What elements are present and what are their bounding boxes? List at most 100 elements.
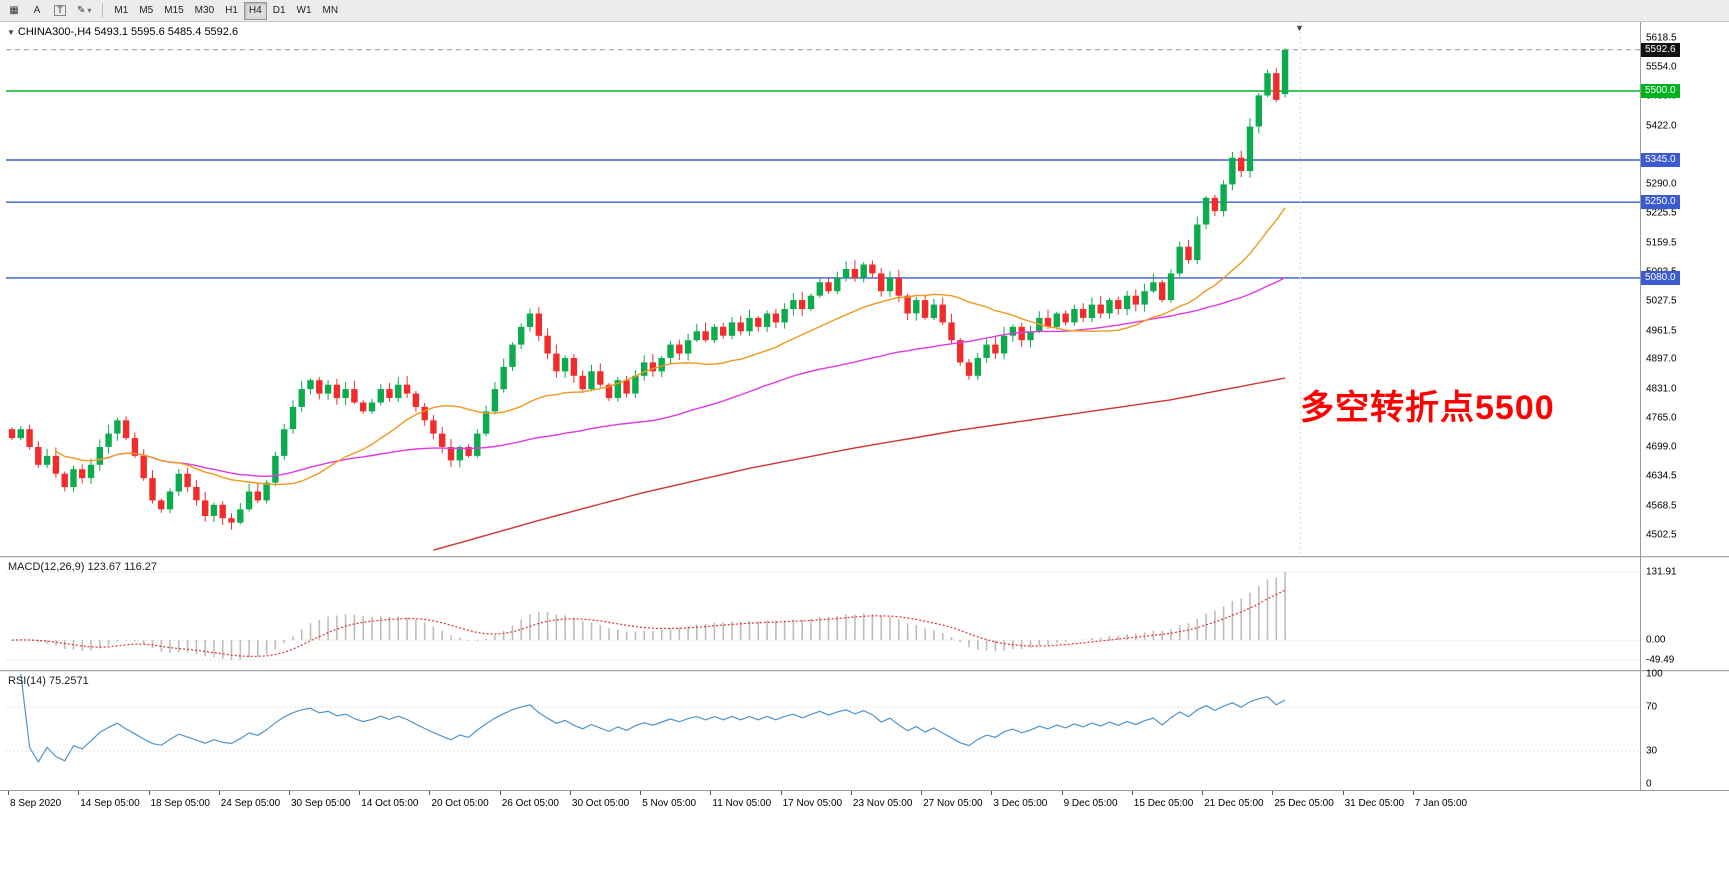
time-axis-tick <box>710 791 712 795</box>
price-marker-5080.0: 5080.0 <box>1641 270 1680 285</box>
time-axis-label: 20 Oct 05:00 <box>431 798 489 809</box>
time-axis-tick <box>359 791 361 795</box>
rsi-chart[interactable] <box>0 672 1640 790</box>
rsi-axis-label: 0 <box>1646 778 1652 790</box>
time-axis-label: 24 Sep 05:00 <box>220 798 281 809</box>
time-axis-tick <box>780 791 782 795</box>
rsi-axis-label: 30 <box>1646 745 1658 757</box>
time-axis-label: 9 Dec 05:00 <box>1063 798 1118 809</box>
rsi-axis-label: 100 <box>1646 668 1663 680</box>
macd-axis-label: 131.91 <box>1646 566 1677 578</box>
time-axis-label: 14 Oct 05:00 <box>361 798 419 809</box>
dropdown-arrow-icon: ▾ <box>87 5 92 15</box>
time-axis-tick <box>1412 791 1414 795</box>
chart-grid-icon[interactable]: ▦ <box>9 4 19 16</box>
time-axis-label: 18 Sep 05:00 <box>150 798 211 809</box>
macd-histogram <box>19 572 1286 660</box>
price-marker-5250.0: 5250.0 <box>1641 195 1680 210</box>
price-axis-label: 5618.5 <box>1646 32 1677 44</box>
price-axis-label: 5027.5 <box>1646 295 1677 307</box>
time-axis-label: 14 Sep 05:00 <box>80 798 140 809</box>
price-axis-label: 4634.5 <box>1646 470 1677 482</box>
timeframe-w1-button[interactable]: W1 <box>296 5 312 16</box>
price-axis-label: 5159.5 <box>1646 237 1677 248</box>
price-axis-label: 4699.0 <box>1646 441 1677 453</box>
price-axis-border <box>1640 22 1641 790</box>
time-axis-label: 23 Nov 05:00 <box>852 798 913 809</box>
chart-title: ▼ CHINA300-,H4 5493.1 5595.6 5485.4 5592.… <box>7 26 238 38</box>
time-axis-tick <box>148 791 150 795</box>
draw-tools-icon[interactable]: ✎ ▾ <box>77 4 92 16</box>
macd-label: MACD(12,26,9) 123.67 116.27 <box>8 561 157 573</box>
time-axis: 8 Sep 2020 14 Sep 05:00 18 Sep 05:00 24 Sep… <box>0 790 1729 816</box>
price-marker-5592.6: 5592.6 <box>1641 42 1680 57</box>
time-axis-tick <box>499 791 501 795</box>
time-axis-tick <box>289 791 290 795</box>
candles <box>8 48 1289 530</box>
panel-separator[interactable] <box>0 556 1729 558</box>
time-axis-label: 26 Oct 05:00 <box>501 798 559 809</box>
rsi-panel[interactable]: RSI(14) 75.2571 100 70 30 0 <box>0 668 1729 790</box>
time-axis-tick <box>640 791 642 795</box>
time-axis-label: 30 Oct 05:00 <box>571 798 630 809</box>
time-axis-tick <box>218 791 220 795</box>
time-axis-label: 21 Dec 05:00 <box>1204 798 1264 809</box>
macd-axis-label: 0.00 <box>1646 634 1666 646</box>
toolbar-separator <box>102 3 104 18</box>
time-axis-label: 11 Nov 05:00 <box>712 798 772 809</box>
text-box-icon[interactable]: T <box>49 2 71 20</box>
price-axis-label: 4502.5 <box>1646 529 1677 541</box>
time-axis-label: 30 Sep 05:00 <box>291 798 351 809</box>
toolbar: ▦ A T ✎ ▾ M1 M5 M15 M30 H1 H4 D1 W1 MN <box>0 0 1729 22</box>
macd-axis-label: -49.49 <box>1646 654 1675 666</box>
price-axis-label: 4961.5 <box>1646 325 1677 337</box>
timeframe-m15-button[interactable]: M15 <box>164 5 184 16</box>
symbol-dropdown-icon[interactable]: ▼ <box>7 28 15 37</box>
timeframe-d1-button[interactable]: D1 <box>272 5 286 16</box>
time-axis-label: 3 Dec 05:00 <box>993 798 1048 809</box>
price-axis-label: 4765.0 <box>1646 412 1677 424</box>
timeframe-h4-button[interactable]: H4 <box>243 1 267 20</box>
time-axis-tick <box>1061 791 1063 795</box>
time-axis-tick <box>991 791 993 795</box>
rsi-axis-label: 70 <box>1646 701 1658 713</box>
symbol-ohlc-text: CHINA300-,H4 5493.1 5595.6 5485.4 5592.6 <box>17 26 239 38</box>
time-axis-tick <box>569 791 571 795</box>
timeframe-h1-button[interactable]: H1 <box>225 5 238 16</box>
time-axis-label: 25 Dec 05:00 <box>1274 798 1334 809</box>
time-axis-tick <box>1202 791 1204 795</box>
price-axis-label: 5422.0 <box>1646 120 1677 132</box>
time-axis-tick <box>8 791 9 795</box>
price-marker-5345.0: 5345.0 <box>1641 153 1680 167</box>
price-axis-label: 4897.0 <box>1646 353 1677 365</box>
time-axis-tick <box>1131 791 1133 795</box>
candlestick-chart[interactable] <box>0 22 1640 556</box>
rsi-line <box>20 673 1286 764</box>
time-axis-label: 8 Sep 2020 <box>10 798 62 809</box>
time-axis-tick <box>850 791 852 795</box>
time-axis-label: 15 Dec 05:00 <box>1133 798 1194 809</box>
price-axis-label: 5225.5 <box>1646 207 1677 219</box>
timeframe-m1-button[interactable]: M1 <box>114 5 129 16</box>
price-axis-label: 5554.0 <box>1646 61 1677 73</box>
rsi-label: RSI(14) 75.2571 <box>8 675 89 687</box>
timeframe-mn-button[interactable]: MN <box>322 5 339 16</box>
annotation-text[interactable]: 多空转折点5500 <box>1300 389 1555 427</box>
text-label-icon[interactable]: A <box>33 4 41 16</box>
price-axis-label: 4831.0 <box>1646 383 1677 395</box>
macd-panel[interactable]: MACD(12,26,9) 123.67 116.27 131.91 0.00 -4… <box>0 558 1729 670</box>
chart-shift-icon: ▼ <box>1295 23 1304 33</box>
timeframe-m5-button[interactable]: M5 <box>139 5 154 16</box>
time-axis-tick <box>1342 791 1344 795</box>
main-chart-panel[interactable]: ▼ CHINA300-,H4 5493.1 5595.6 5485.4 5592.… <box>0 22 1729 556</box>
timeframe-m30-button[interactable]: M30 <box>194 5 215 16</box>
time-axis-tick <box>921 791 923 795</box>
ma-slow-line <box>433 377 1286 551</box>
time-axis-label: 5 Nov 05:00 <box>642 798 697 809</box>
time-axis-label: 7 Jan 05:00 <box>1414 798 1468 809</box>
time-axis-label: 17 Nov 05:00 <box>782 798 843 809</box>
price-axis-label: 5290.0 <box>1646 178 1677 190</box>
panel-separator[interactable] <box>0 670 1729 672</box>
time-axis-tick <box>78 791 80 795</box>
macd-chart[interactable] <box>0 558 1640 670</box>
